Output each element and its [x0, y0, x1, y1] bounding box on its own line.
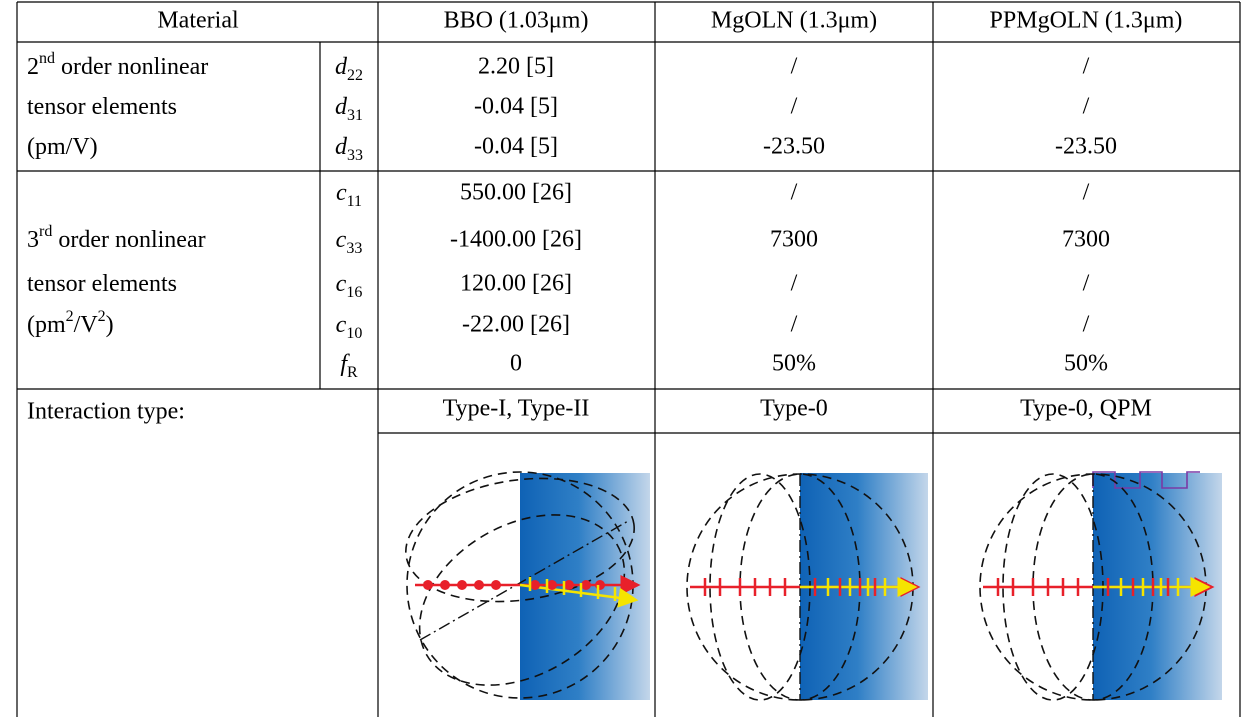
value-cell: -0.04 [5]: [474, 94, 558, 120]
subscript: 22: [347, 67, 363, 84]
interaction-cell: Type-0: [760, 396, 828, 422]
symbol: d31: [335, 94, 363, 125]
text-part: c: [336, 180, 347, 206]
value-cell: /: [791, 94, 798, 120]
symbol: c11: [336, 180, 362, 211]
text-part: tensor elements: [27, 94, 177, 120]
group-label: 3rd order nonlinear: [27, 223, 206, 252]
text-part: tensor elements: [27, 271, 177, 297]
header-cell: MgOLN (1.3μm): [711, 8, 877, 34]
subscript: 10: [346, 325, 362, 342]
bbo-diagram: [405, 471, 650, 700]
subscript: 16: [346, 284, 362, 301]
symbol: c16: [336, 271, 363, 302]
text-part: c: [336, 227, 347, 253]
symbol: c33: [336, 227, 363, 258]
subscript: 33: [347, 147, 363, 164]
value-cell: /: [1083, 180, 1090, 206]
value-cell: /: [791, 180, 798, 206]
supscript: 2: [98, 308, 106, 325]
text-part: d: [335, 54, 348, 80]
text-part: /V: [74, 312, 99, 338]
value-cell: /: [1083, 271, 1090, 297]
text-part: 3: [27, 227, 39, 253]
group-label: (pm/V): [27, 134, 98, 160]
supscript: rd: [39, 223, 52, 240]
value-cell: /: [791, 312, 798, 338]
text-part: c: [336, 312, 347, 338]
value-cell: /: [791, 271, 798, 297]
symbol: fR: [340, 351, 358, 382]
value-cell: 50%: [772, 351, 816, 377]
value-cell: -0.04 [5]: [474, 134, 558, 160]
text-part: (pm: [27, 312, 66, 338]
symbol: d33: [335, 134, 363, 165]
text-part: d: [335, 134, 348, 160]
value-cell: 0: [510, 351, 522, 377]
value-cell: -22.00 [26]: [462, 312, 570, 338]
group-label: (pm2/V2): [27, 308, 114, 337]
text-part: (pm/V): [27, 134, 98, 160]
value-cell: /: [791, 54, 798, 80]
value-cell: -23.50: [1055, 134, 1117, 160]
group-label: tensor elements: [27, 94, 177, 120]
value-cell: -1400.00 [26]: [450, 227, 582, 253]
text-part: order nonlinear: [52, 227, 205, 253]
supscript: 2: [66, 308, 74, 325]
value-cell: 550.00 [26]: [460, 180, 572, 206]
text-part: ): [106, 312, 114, 338]
value-cell: 7300: [1062, 227, 1110, 253]
symbol: c10: [336, 312, 363, 343]
value-cell: 2.20 [5]: [478, 54, 554, 80]
value-cell: /: [1083, 54, 1090, 80]
subscript: R: [347, 364, 358, 381]
text-part: 2: [27, 54, 39, 80]
interaction-cell: Type-0, QPM: [1020, 396, 1152, 422]
subscript: 33: [346, 240, 362, 257]
header-cell: Material: [157, 8, 239, 34]
header-cell: BBO (1.03μm): [444, 8, 589, 34]
interaction-label: Interaction type:: [27, 399, 185, 425]
value-cell: 7300: [770, 227, 818, 253]
subscript: 11: [347, 193, 362, 210]
group-label: tensor elements: [27, 271, 177, 297]
symbol: d22: [335, 54, 363, 85]
value-cell: /: [1083, 312, 1090, 338]
subscript: 31: [347, 107, 363, 124]
text-part: d: [335, 94, 348, 120]
mgoln-diagram: [686, 473, 928, 701]
interaction-cell: Type-I, Type-II: [443, 396, 590, 422]
text-part: f: [340, 351, 350, 377]
value-cell: -23.50: [763, 134, 825, 160]
header-cell: PPMgOLN (1.3μm): [990, 8, 1183, 34]
text-part: order nonlinear: [55, 54, 208, 80]
table-rules: [16, 1, 1241, 717]
value-cell: 50%: [1064, 351, 1108, 377]
value-cell: 120.00 [26]: [460, 271, 572, 297]
group-label: 2nd order nonlinear: [27, 50, 208, 79]
ppmgoln-diagram: [979, 471, 1222, 701]
text-part: c: [336, 271, 347, 297]
value-cell: /: [1083, 94, 1090, 120]
supscript: nd: [39, 50, 55, 67]
